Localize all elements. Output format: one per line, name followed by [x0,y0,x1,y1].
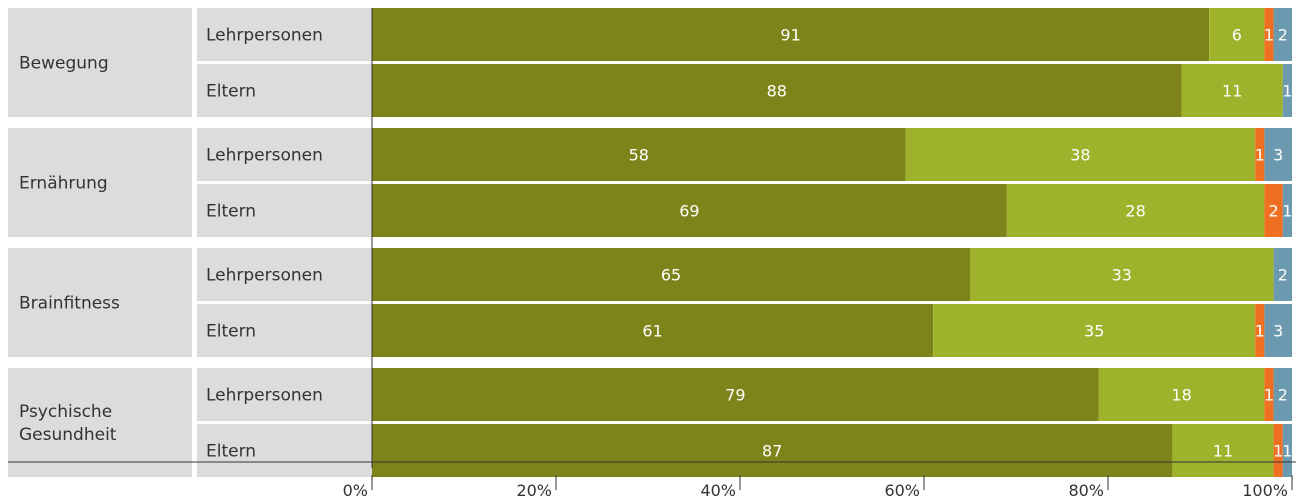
bar-segment-series-1 [372,128,906,181]
bar-segment-series-2 [905,128,1256,181]
data-label: 11 [1213,442,1233,461]
data-label: 2 [1278,386,1288,405]
x-tick-label: 20% [516,481,552,500]
bar-segment-series-3 [1255,128,1265,181]
data-label: 79 [725,386,745,405]
bar-segment-series-1 [372,64,1182,117]
x-tick-label: 100% [1242,481,1288,500]
row-label: Eltern [206,442,256,462]
data-label: 65 [661,266,681,285]
data-label: 6 [1232,26,1242,45]
data-label: 11 [1222,82,1242,101]
bar-segment-series-2 [1181,64,1283,117]
bar-segment-series-2 [970,248,1274,301]
row-label: Eltern [206,202,256,222]
data-label: 1 [1273,442,1283,461]
data-label: 61 [642,322,662,341]
bar-segment-series-4 [1282,424,1292,477]
data-label: 3 [1273,322,1283,341]
bar-segment-series-3 [1264,8,1274,61]
data-label: 2 [1269,202,1279,221]
bar-segment-series-4 [1282,184,1292,237]
bar-segment-series-2 [1172,424,1274,477]
x-tick-label: 60% [884,481,920,500]
data-label: 91 [780,26,800,45]
category-label: Ernährung [19,174,108,194]
data-label: 18 [1171,386,1191,405]
row-label: Lehrpersonen [206,266,323,286]
bar-segment-series-3 [1264,184,1283,237]
row-label: Eltern [206,82,256,102]
row-label-panel [197,128,372,181]
data-label: 38 [1070,146,1090,165]
data-label: 3 [1273,146,1283,165]
data-label: 1 [1264,386,1274,405]
bar-segment-series-2 [933,304,1256,357]
row-label-panel [197,184,372,237]
bar-segment-series-4 [1282,64,1292,117]
row-label: Eltern [206,322,256,342]
row-label: Lehrpersonen [206,386,323,406]
row-label-panel [197,8,372,61]
row-label: Lehrpersonen [206,146,323,166]
category-panel [8,8,192,117]
data-label: 1 [1255,146,1265,165]
x-tick-label: 80% [1068,481,1104,500]
category-panel [8,128,192,237]
data-label: 69 [679,202,699,221]
bar-segment-series-2 [1209,8,1265,61]
data-label: 1 [1255,322,1265,341]
bar-segment-series-3 [1255,304,1265,357]
data-label: 2 [1278,266,1288,285]
bar-segment-series-1 [372,304,934,357]
category-panel [8,248,192,357]
data-label: 33 [1112,266,1132,285]
bar-segment-series-2 [1098,368,1265,421]
bar-segment-series-4 [1273,368,1292,421]
bar-segment-series-3 [1273,424,1283,477]
category-label: Gesundheit [19,425,117,445]
row-label-panel [197,248,372,301]
bar-segment-series-4 [1264,128,1292,181]
category-label: Psychische [19,402,112,422]
x-tick-label: 40% [700,481,736,500]
data-label: 1 [1282,82,1292,101]
bar-segment-series-1 [372,248,970,301]
category-label: Bewegung [19,54,109,74]
row-label-panel [197,304,372,357]
bar-segment-series-4 [1273,8,1292,61]
data-label: 88 [767,82,787,101]
data-label: 35 [1084,322,1104,341]
row-label-panel [197,424,372,477]
data-label: 1 [1264,26,1274,45]
row-label: Lehrpersonen [206,26,323,46]
bar-segment-series-3 [1264,368,1274,421]
data-label: 1 [1282,442,1292,461]
category-panel [8,368,192,477]
data-label: 28 [1125,202,1145,221]
bar-segment-series-1 [372,424,1173,477]
row-label-panel [197,64,372,117]
data-label: 87 [762,442,782,461]
row-label-panel [197,368,372,421]
data-label: 58 [629,146,649,165]
bar-segment-series-2 [1006,184,1265,237]
data-label: 1 [1282,202,1292,221]
x-tick-label: 0% [343,481,368,500]
data-label: 2 [1278,26,1288,45]
bar-segment-series-4 [1264,304,1292,357]
bar-segment-series-1 [372,184,1007,237]
bar-segment-series-1 [372,368,1099,421]
bar-segment-series-1 [372,8,1210,61]
bar-segment-series-4 [1273,248,1292,301]
category-label: Brainfitness [19,294,120,314]
